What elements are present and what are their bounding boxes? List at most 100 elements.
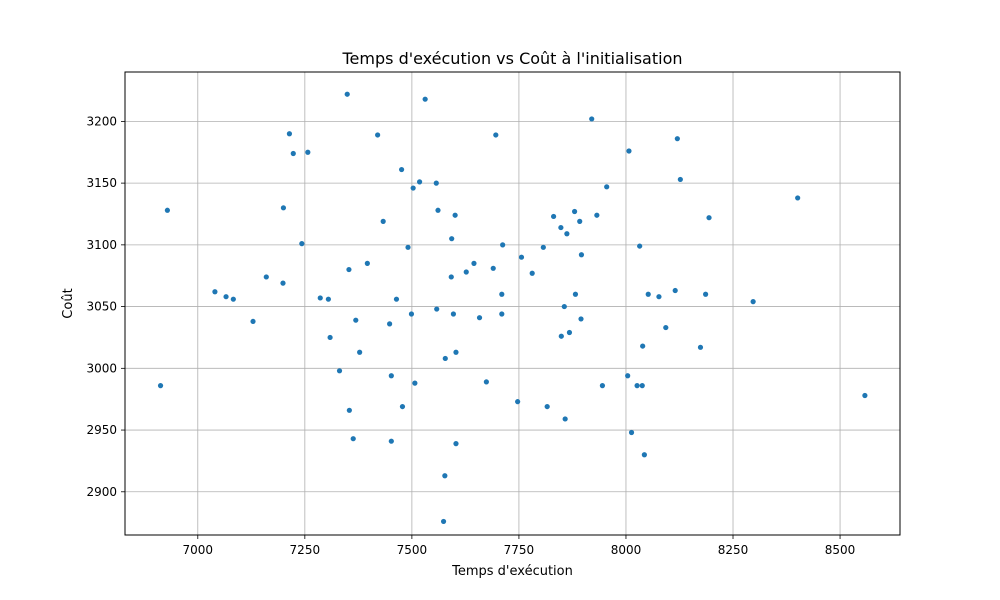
data-point: [357, 349, 363, 355]
data-point: [645, 291, 651, 297]
data-point: [529, 270, 535, 276]
data-point: [280, 205, 287, 211]
data-point: [327, 334, 333, 341]
data-point: [250, 318, 256, 325]
data-point: [388, 373, 394, 379]
data-point: [453, 349, 459, 355]
data-point: [499, 311, 505, 317]
data-point: [540, 244, 546, 250]
data-point: [483, 379, 489, 385]
data-point: [410, 185, 416, 191]
data-point: [435, 207, 441, 213]
data-point: [499, 291, 505, 297]
x-tick-label: 7000: [183, 543, 214, 557]
data-point: [562, 416, 568, 422]
data-point: [299, 241, 305, 247]
data-point: [408, 311, 415, 317]
data-point: [375, 132, 381, 138]
data-point: [703, 291, 709, 297]
data-point: [577, 218, 583, 224]
data-point: [412, 380, 418, 386]
data-point: [578, 316, 584, 322]
data-point: [422, 96, 428, 102]
data-points: [157, 91, 868, 525]
data-point: [471, 260, 477, 266]
data-point: [572, 291, 579, 297]
data-point: [325, 296, 331, 302]
data-point: [399, 403, 406, 410]
data-point: [518, 254, 525, 260]
x-axis-label: Temps d'exécution: [451, 564, 573, 579]
data-point: [263, 274, 269, 280]
data-point: [364, 260, 370, 266]
data-point: [336, 368, 343, 374]
data-point: [656, 294, 662, 300]
data-point: [594, 212, 600, 218]
axis-ticks: 7000 7250 7500 7750 8000 8250 8500 2900 2950 3000…: [86, 114, 855, 557]
data-point: [672, 287, 678, 294]
data-point: [551, 213, 557, 220]
data-point: [164, 207, 170, 213]
x-tick-label: 8250: [718, 543, 749, 557]
data-point: [433, 180, 439, 186]
data-point: [353, 317, 359, 323]
data-point: [442, 355, 448, 362]
data-point: [566, 329, 573, 336]
data-point: [515, 399, 521, 405]
data-point: [599, 383, 606, 389]
data-point: [578, 252, 585, 258]
y-tick-label: 3050: [86, 300, 117, 314]
data-point: [452, 212, 458, 218]
data-point: [589, 116, 595, 122]
data-point: [558, 224, 564, 231]
y-tick-label: 3150: [86, 176, 117, 190]
data-point: [346, 266, 352, 273]
data-point: [448, 274, 454, 280]
x-tick-label: 8500: [825, 543, 856, 557]
data-point: [434, 306, 440, 312]
data-point: [544, 403, 550, 410]
data-point: [346, 407, 352, 413]
data-point: [561, 303, 567, 310]
data-point: [750, 299, 756, 305]
data-point: [637, 243, 643, 249]
data-point: [399, 166, 405, 173]
data-point: [442, 473, 448, 479]
data-point: [641, 452, 647, 458]
data-point: [663, 324, 669, 331]
data-point: [640, 343, 646, 349]
data-point: [286, 131, 293, 137]
data-point: [677, 176, 683, 183]
data-point: [706, 215, 712, 221]
data-point: [212, 289, 218, 295]
data-point: [393, 296, 400, 302]
data-point: [388, 438, 394, 444]
data-point: [344, 91, 350, 97]
data-point: [230, 296, 236, 302]
plot-frame: [124, 71, 901, 536]
data-point: [440, 518, 447, 525]
x-tick-label: 8000: [611, 543, 642, 557]
x-tick-label: 7250: [290, 543, 321, 557]
data-point: [493, 132, 499, 138]
data-point: [280, 280, 286, 286]
y-axis-label: Coût: [61, 288, 76, 318]
y-tick-label: 3100: [86, 238, 117, 252]
x-tick-label: 7500: [397, 543, 428, 557]
data-point: [380, 218, 386, 224]
data-point: [350, 436, 356, 442]
data-point: [626, 148, 632, 154]
data-point: [490, 265, 496, 271]
data-point: [290, 150, 296, 157]
data-point: [450, 311, 457, 317]
data-point: [500, 242, 506, 248]
data-point: [463, 269, 469, 275]
x-tick-label: 7750: [504, 543, 535, 557]
data-point: [558, 333, 564, 339]
data-point: [305, 149, 311, 155]
data-point: [405, 244, 411, 250]
data-point: [449, 236, 455, 242]
